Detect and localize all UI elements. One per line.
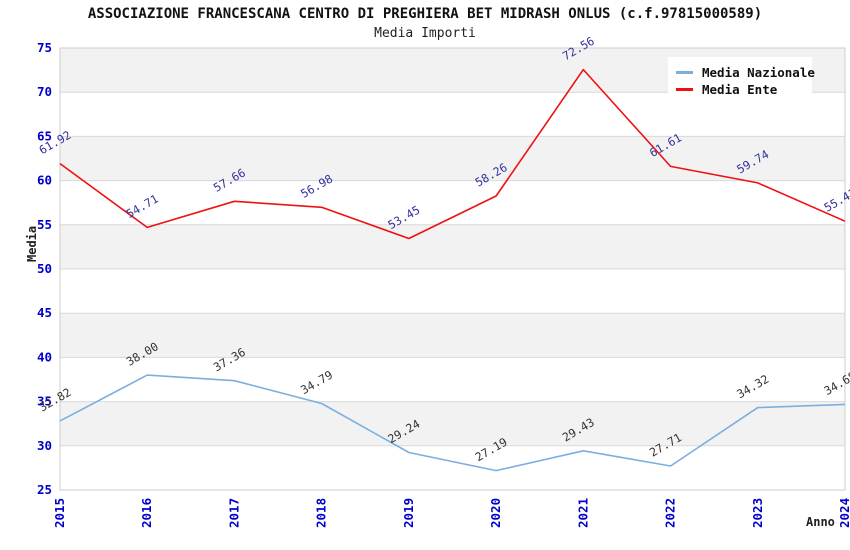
data-point-label: 34.68 (822, 369, 850, 398)
x-tick-label: 2021 (575, 498, 590, 528)
plot-band (60, 136, 845, 181)
y-tick-label: 55 (37, 217, 52, 232)
x-tick-label: 2015 (52, 498, 67, 528)
y-tick-label: 25 (37, 482, 52, 497)
y-tick-label: 35 (37, 394, 52, 409)
legend-label: Media Nazionale (702, 65, 815, 80)
y-tick-label: 65 (37, 128, 52, 143)
y-tick-label: 40 (37, 349, 52, 364)
y-tick-label: 75 (37, 40, 52, 55)
data-point-label: 34.32 (734, 372, 771, 401)
y-axis-title: Media (25, 225, 39, 262)
y-tick-label: 50 (37, 261, 52, 276)
data-point-label: 55.41 (822, 185, 850, 214)
plot-band (60, 224, 845, 269)
y-tick-label: 60 (37, 173, 52, 188)
series-line-media-nazionale (59, 374, 846, 472)
plot-band (60, 313, 845, 358)
legend-item-media-ente: Media Ente (676, 81, 804, 98)
y-tick-label: 45 (37, 305, 52, 320)
chart-subtitle: Media Importi (374, 26, 476, 41)
y-tick-label: 30 (37, 438, 52, 453)
x-tick-label: 2023 (750, 498, 765, 528)
x-tick-label: 2019 (401, 498, 416, 528)
chart-legend: Media Nazionale Media Ente (668, 57, 815, 104)
x-tick-label: 2024 (837, 498, 850, 528)
media-nazionale-line-swatch-icon (676, 71, 693, 74)
plot-band (60, 401, 845, 446)
chart-title: ASSOCIAZIONE FRANCESCANA CENTRO DI PREGH… (87, 6, 763, 22)
media-ente-line-swatch-icon (676, 88, 693, 91)
legend-item-media-nazionale: Media Nazionale (676, 64, 815, 81)
legend-label: Media Ente (702, 82, 778, 97)
x-tick-label: 2016 (139, 498, 154, 528)
data-point-label: 34.79 (298, 368, 335, 397)
x-tick-label: 2020 (488, 498, 503, 528)
data-point-label: 54.71 (124, 191, 161, 220)
y-tick-label: 70 (37, 84, 52, 99)
x-tick-label: 2017 (226, 498, 241, 528)
x-tick-label: 2018 (314, 498, 329, 528)
x-tick-label: 2022 (663, 498, 678, 528)
series-line-media-ente (59, 68, 846, 240)
x-axis-title: Anno (806, 515, 835, 529)
plot-border (59, 47, 846, 491)
